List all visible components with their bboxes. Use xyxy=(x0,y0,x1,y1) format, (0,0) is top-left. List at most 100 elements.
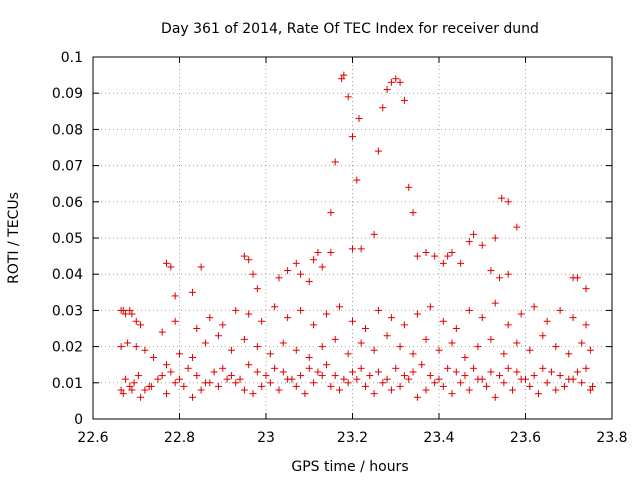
data-point xyxy=(379,379,387,387)
data-point xyxy=(409,368,417,376)
data-point xyxy=(201,379,209,387)
data-point xyxy=(439,382,447,390)
data-point xyxy=(340,375,348,383)
data-point xyxy=(340,71,348,79)
data-point xyxy=(141,346,149,354)
data-point xyxy=(483,382,491,390)
data-point xyxy=(496,372,504,380)
data-point xyxy=(491,393,499,401)
data-point xyxy=(500,379,508,387)
data-point xyxy=(188,353,196,361)
y-tick-label: 0.08 xyxy=(52,122,83,138)
data-point xyxy=(271,364,279,372)
data-point xyxy=(301,390,309,398)
data-point xyxy=(582,364,590,372)
data-point xyxy=(400,96,408,104)
data-point xyxy=(396,78,404,86)
data-point xyxy=(353,176,361,184)
data-point xyxy=(297,306,305,314)
data-point xyxy=(193,372,201,380)
data-point xyxy=(426,372,434,380)
data-point xyxy=(409,350,417,358)
data-point xyxy=(137,393,145,401)
data-point xyxy=(180,382,188,390)
data-point xyxy=(370,230,378,238)
data-point xyxy=(573,274,581,282)
data-point xyxy=(435,375,443,383)
data-point xyxy=(504,198,512,206)
data-point xyxy=(435,346,443,354)
data-point xyxy=(323,310,331,318)
data-point xyxy=(565,350,573,358)
data-point xyxy=(374,147,382,155)
data-point xyxy=(461,353,469,361)
data-point xyxy=(444,252,452,260)
data-point xyxy=(400,372,408,380)
data-point xyxy=(176,375,183,383)
data-point xyxy=(240,252,248,260)
data-point xyxy=(327,382,335,390)
data-point xyxy=(439,259,447,267)
x-tick-label: 22.6 xyxy=(77,430,108,446)
data-point xyxy=(582,321,590,329)
data-point xyxy=(236,375,244,383)
x-tick-label: 23.2 xyxy=(337,430,368,446)
data-point xyxy=(470,364,478,372)
data-point xyxy=(121,310,129,318)
data-point xyxy=(565,375,573,383)
data-point xyxy=(245,361,253,369)
data-point xyxy=(465,306,473,314)
grid xyxy=(93,57,612,419)
data-point xyxy=(171,379,179,387)
data-point xyxy=(439,317,447,325)
data-point xyxy=(253,285,261,293)
data-point xyxy=(305,353,313,361)
data-point xyxy=(232,306,240,314)
data-point xyxy=(214,332,222,340)
data-point xyxy=(132,317,140,325)
data-point xyxy=(266,350,274,358)
data-point xyxy=(297,270,305,278)
y-tick-label: 0.01 xyxy=(52,376,83,392)
data-point xyxy=(470,230,478,238)
y-tick-label: 0.02 xyxy=(52,340,83,356)
data-point xyxy=(383,375,391,383)
data-point xyxy=(331,372,339,380)
data-point xyxy=(163,259,171,267)
data-point xyxy=(357,364,365,372)
data-point xyxy=(171,292,179,300)
data-point xyxy=(534,390,542,398)
data-point xyxy=(349,368,356,376)
data-point xyxy=(578,379,586,387)
data-point xyxy=(513,339,521,347)
data-point xyxy=(526,382,534,390)
data-point xyxy=(219,364,227,372)
data-point xyxy=(227,346,235,354)
data-point xyxy=(586,346,594,354)
data-point xyxy=(413,252,421,260)
data-point xyxy=(137,321,145,329)
data-point xyxy=(284,267,292,275)
data-point xyxy=(573,368,581,376)
y-tick-label: 0 xyxy=(74,412,83,428)
data-point xyxy=(500,350,508,358)
data-point xyxy=(431,252,439,260)
data-point xyxy=(569,314,577,322)
data-point xyxy=(258,382,266,390)
data-point xyxy=(292,346,300,354)
data-point xyxy=(517,310,525,318)
data-point xyxy=(253,368,261,376)
data-point xyxy=(478,314,486,322)
data-point xyxy=(163,361,171,369)
data-point xyxy=(223,375,231,383)
data-point xyxy=(314,248,322,256)
data-point xyxy=(117,386,125,394)
chart-title: Day 361 of 2014, Rate Of TEC Index for r… xyxy=(161,21,539,37)
data-point xyxy=(530,372,538,380)
data-point xyxy=(167,368,175,376)
data-point xyxy=(245,310,253,318)
data-point xyxy=(498,194,506,202)
data-point xyxy=(275,274,283,282)
data-point xyxy=(418,361,426,369)
